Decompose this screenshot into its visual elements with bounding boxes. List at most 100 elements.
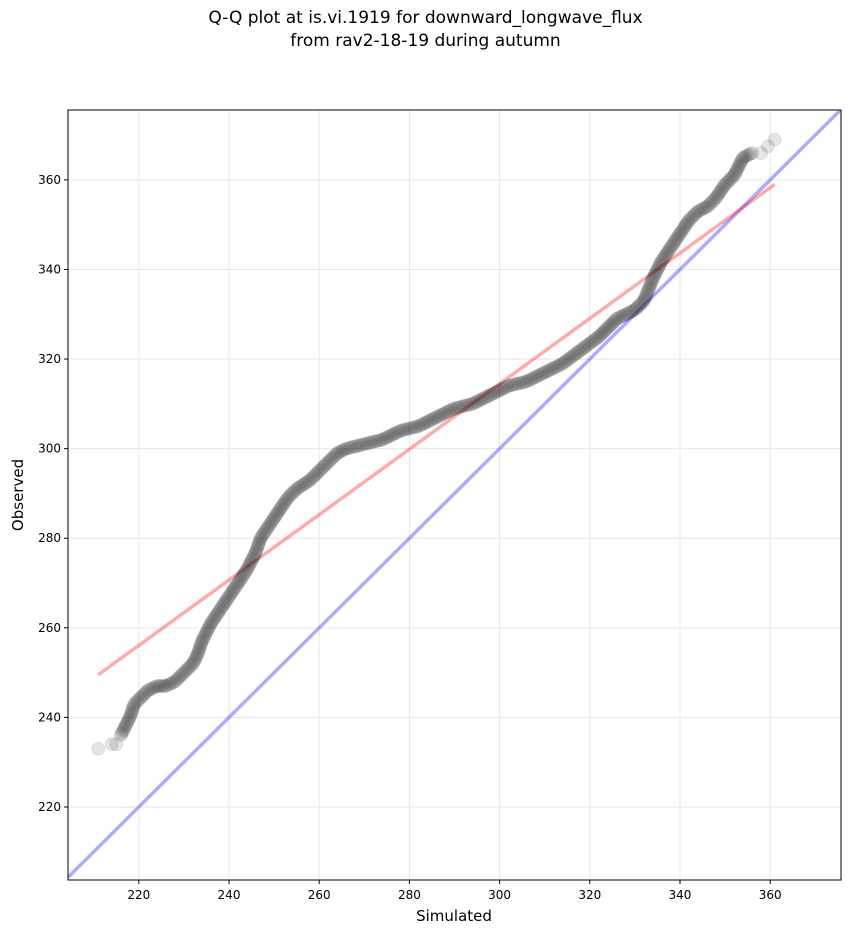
qq-point [240,560,255,575]
qq-point [734,154,749,169]
qq-point [519,374,534,389]
qq-point [445,402,460,417]
qq-point [639,288,654,303]
qq-point [202,619,217,634]
qq-point [638,290,653,305]
qq-point [206,612,221,627]
qq-point [293,479,308,494]
qq-point [715,180,730,195]
qq-point [114,726,129,741]
qq-point [598,322,613,337]
qq-point [654,255,669,270]
qq-point [211,604,226,619]
qq-point [583,335,598,350]
qq-point [605,315,620,330]
qq-point [194,634,209,649]
qq-point [307,468,322,483]
qq-point [431,409,446,424]
qq-point [449,400,464,415]
qq-point [682,213,697,228]
qq-point [309,467,324,482]
qq-point [526,370,541,385]
qq-point [270,506,285,521]
qq-point [667,235,682,250]
qq-point [670,229,685,244]
qq-point [267,511,282,526]
x-tick-label: 240 [218,888,241,902]
qq-point [235,569,250,584]
qq-point [254,529,269,544]
qq-point [233,572,248,587]
qq-point [242,557,257,572]
qq-point [121,712,136,727]
qq-point [661,243,676,258]
qq-point [387,426,402,441]
qq-point [650,262,665,277]
qq-point [280,490,295,505]
qq-point [192,641,207,656]
qq-point [565,349,580,364]
qq-point [148,679,163,694]
qq-point [663,240,678,255]
qq-point [696,201,711,216]
qq-point [276,497,291,512]
qq-point [636,293,651,308]
qq-point [433,408,448,423]
qq-point [481,388,496,403]
qq-point [737,149,752,164]
qq-point [595,325,610,340]
qq-point [645,273,660,288]
qq-point [413,418,428,433]
qq-point [339,441,354,456]
qq-point [251,536,266,551]
qq-point [123,708,138,723]
qq-point [732,157,747,172]
qq-point [265,512,280,527]
qq-point [591,329,606,344]
qq-point [637,291,652,306]
qq-point [537,365,552,380]
qq-point [172,670,187,685]
qq-point [104,737,119,752]
qq-point [534,367,549,382]
qq-point [455,399,470,414]
qq-point [272,502,287,517]
qq-point [296,477,311,492]
qq-point [289,481,304,496]
qq-point [133,690,148,705]
qq-point [476,391,491,406]
qq-point [567,347,582,362]
qq-point [443,403,458,418]
qq-point [369,434,384,449]
qq-point [269,507,284,522]
qq-point [207,611,222,626]
qq-point [639,286,654,301]
qq-point [416,416,431,431]
qq-point [131,692,146,707]
qq-point [377,431,392,446]
qq-point [521,373,536,388]
x-tick-label: 280 [398,888,421,902]
qq-point [325,450,340,465]
qq-point [205,614,220,629]
qq-point [367,434,382,449]
qq-point [259,522,274,537]
qq-point [615,309,630,324]
qq-point [200,623,215,638]
qq-point [126,700,141,715]
qq-point [363,435,378,450]
qq-point [194,636,209,651]
qq-point [226,582,241,597]
qq-point [179,662,194,677]
qq-point [509,376,524,391]
qq-point [559,354,574,369]
qq-point [624,304,639,319]
qq-point [644,275,659,290]
qq-point [181,661,196,676]
qq-point [378,430,393,445]
qq-point [620,306,635,321]
qq-point [499,379,514,394]
qq-point [203,616,218,631]
qq-point [485,386,500,401]
